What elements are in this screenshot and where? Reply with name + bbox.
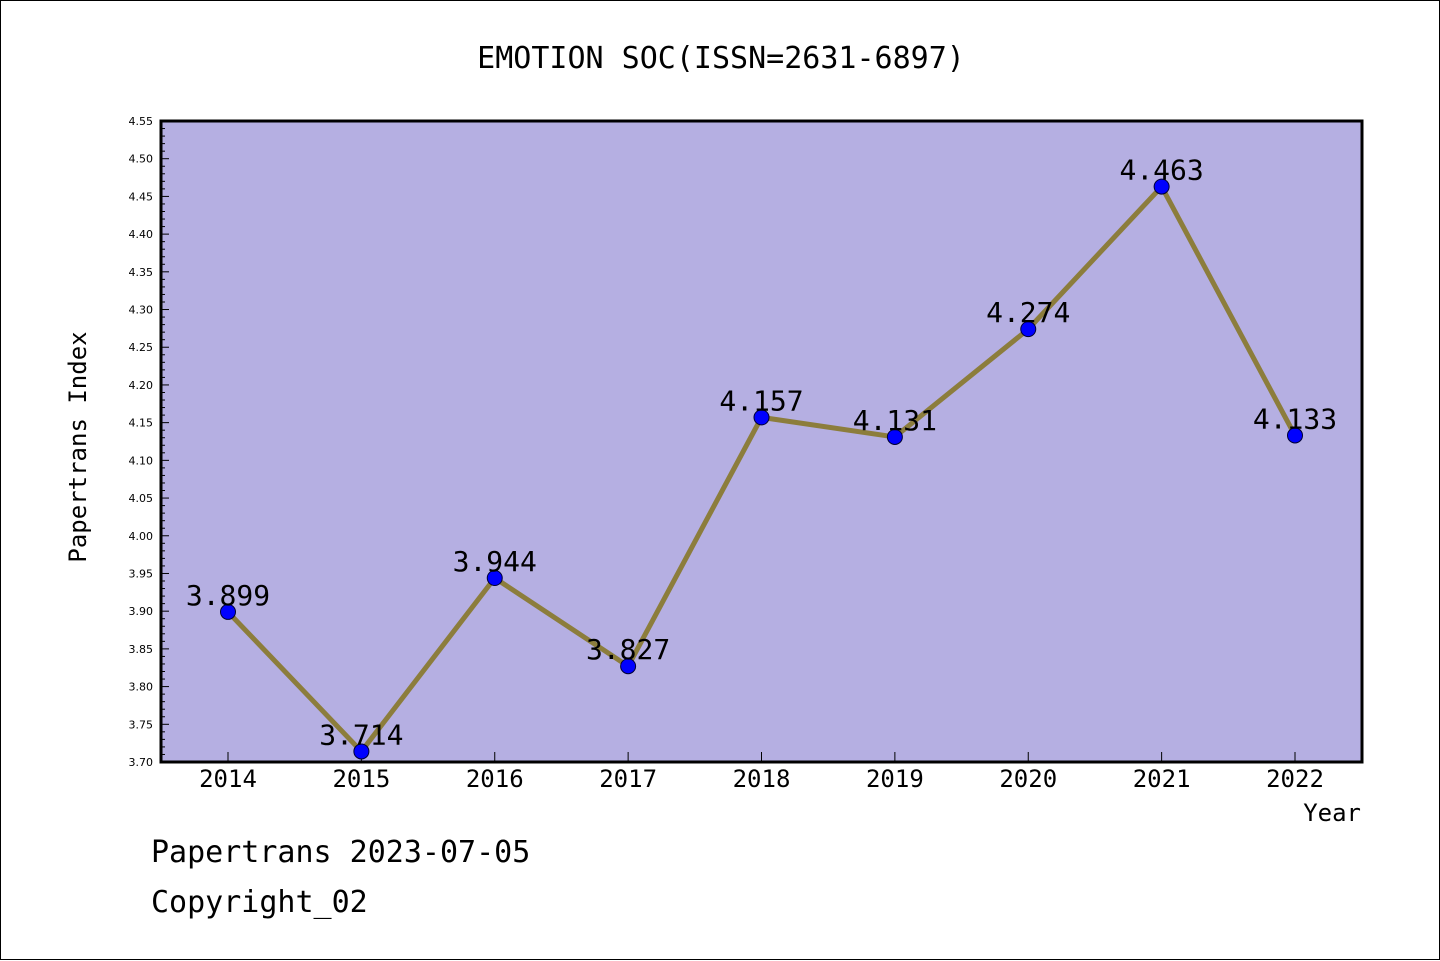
x-tick-label: 2021 (1133, 765, 1191, 793)
data-point (1153, 178, 1170, 195)
y-tick-label: 4.00 (129, 530, 154, 543)
x-tick-label: 2014 (199, 765, 257, 793)
data-label: 4.274 (986, 296, 1070, 329)
data-label: 4.463 (1119, 154, 1203, 187)
y-tick-label: 3.70 (129, 756, 154, 769)
x-tick-label: 2016 (466, 765, 524, 793)
y-tick-label: 4.35 (129, 266, 154, 279)
data-label: 4.133 (1253, 402, 1337, 435)
y-tick-label: 3.85 (129, 643, 154, 656)
y-tick-label: 3.80 (129, 681, 154, 694)
x-tick-label: 2022 (1266, 765, 1324, 793)
y-tick-label: 4.45 (129, 190, 154, 203)
y-tick-label: 4.05 (129, 492, 154, 505)
data-labels: 3.899 3.714 3.944 3.827 4.157 4.131 4.274 4.463… (186, 154, 1337, 752)
y-tick-label: 4.10 (129, 454, 154, 467)
data-point (220, 603, 236, 620)
data-label: 4.157 (719, 384, 803, 417)
x-tick-label: 2015 (332, 765, 390, 793)
source-date: Papertrans 2023-07-05 (151, 835, 531, 870)
data-point (620, 658, 637, 675)
data-point (753, 409, 770, 426)
y-tick-label: 3.95 (129, 567, 154, 580)
data-point (1287, 427, 1303, 444)
data-label: 3.944 (453, 545, 537, 578)
x-axis: 2014 2015 2016 2017 2018 2019 2020 2021 2022 (199, 752, 1324, 793)
y-tick-label: 4.50 (129, 153, 154, 166)
x-axis-label: Year (1303, 799, 1361, 827)
data-point (886, 428, 903, 445)
y-tick-label: 3.90 (129, 605, 154, 618)
plot-area (159, 119, 1364, 764)
y-tick-label: 4.15 (129, 417, 154, 430)
data-label: 4.131 (853, 404, 937, 437)
copyright-text: Copyright_02 (151, 885, 368, 920)
data-point (486, 569, 503, 586)
y-tick-label: 4.40 (129, 228, 154, 241)
y-tick-label: 4.55 (129, 115, 154, 128)
data-label: 3.827 (586, 633, 670, 666)
data-markers (220, 178, 1303, 760)
y-axis-label: Papertrans Index (64, 331, 92, 562)
y-tick-label: 4.25 (129, 341, 154, 354)
y-tick-label: 3.75 (129, 718, 154, 731)
data-label: 3.714 (319, 718, 403, 751)
x-tick-label: 2017 (599, 765, 657, 793)
y-axis: 3.70 3.75 3.80 3.85 3.90 3.95 4.00 4.05 4.10 4.15… (129, 115, 169, 769)
data-label: 3.899 (186, 579, 270, 612)
x-tick-label: 2019 (866, 765, 924, 793)
y-tick-label: 4.20 (129, 379, 154, 392)
x-tick-label: 2018 (733, 765, 791, 793)
data-point (1020, 321, 1037, 338)
y-tick-label: 4.30 (129, 304, 154, 317)
chart-title: EMOTION SOC(ISSN=2631-6897) (477, 41, 965, 76)
data-point (353, 743, 370, 760)
x-tick-label: 2020 (999, 765, 1057, 793)
